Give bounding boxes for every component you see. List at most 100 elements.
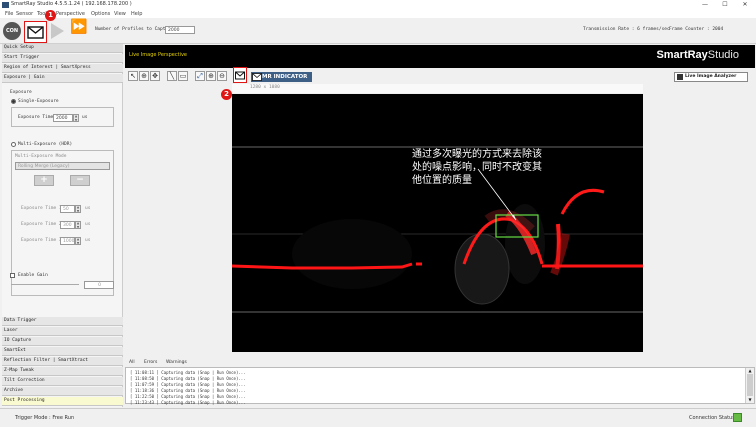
nav-laser[interactable]: Laser [2,327,123,336]
menu-view[interactable]: View [114,11,126,17]
exposure-time-1-unit: us [85,206,91,211]
connect-button[interactable]: CON [3,22,21,40]
menu-tools[interactable]: Tools [37,11,50,17]
view-toolbar: ↖ ⊕ ✥ ╲ ▭ ⤢ ⊕ ⊖ [125,67,755,83]
image-info-strip: 1280 x 1080 [232,84,643,93]
laser-profile-image [232,94,643,352]
menu-perspective[interactable]: Perspective [56,11,85,17]
nav-smartext[interactable]: SmartExt [2,347,123,356]
log-line: [ 11:07:59 ] Capturing data (Snap | Run … [130,382,246,387]
step-badge-1: 1 [45,10,56,21]
single-exposure-radio[interactable] [11,99,16,104]
exposure-time-spinner[interactable]: ▲ ▼ [73,114,79,122]
close-button[interactable]: ✕ [742,1,748,8]
coordinate-readout: 1280 x 1080 [250,85,280,90]
tab-errors[interactable]: Errors [144,360,158,365]
zoom-out-icon[interactable]: ⊖ [217,71,227,81]
exposure-time-1-input[interactable]: 50 [60,205,75,213]
nav-archive[interactable]: Archive [2,387,123,396]
mr-snap-button[interactable] [233,67,247,83]
nav-reflection-filter[interactable]: Reflection Filter | SmartXtract [2,357,123,366]
nav-tilt-correction[interactable]: Tilt Correction [2,377,123,386]
exposure-time-3-unit: us [85,238,91,243]
gain-input[interactable]: 0 [84,281,114,289]
exposure-time-3-input[interactable]: 1000 [60,237,75,245]
menu-options[interactable]: Options [91,11,111,17]
nav-data-trigger[interactable]: Data Trigger [2,317,123,326]
mr-indicator[interactable]: MR INDICATOR [251,72,312,82]
frame-counter: Frame Counter : 2004 [669,27,724,32]
trigger-mode: Trigger Mode : Free Run [15,415,75,421]
status-bar: Trigger Mode : Free Run Connection Statu… [0,408,756,427]
single-exposure-group [11,107,114,127]
menu-file[interactable]: File [5,11,14,17]
multi-exposure-group [11,150,114,296]
maximize-button[interactable]: ☐ [722,1,728,8]
nav-quick-setup[interactable]: Quick Setup [2,44,123,53]
exposure-time-2-input[interactable]: 300 [60,221,75,229]
connection-status-label: Connection Status [689,415,735,421]
nav-start-trigger[interactable]: Start Trigger [2,54,123,63]
nav-zmap-tweak[interactable]: Z-Map Tweak [2,367,123,376]
app-icon [2,2,9,8]
line-tool-icon[interactable]: ╲ [167,71,177,81]
live-image-canvas[interactable] [232,94,643,352]
tab-warnings[interactable]: Warnings [166,360,187,365]
nav-post-processing[interactable]: Post Processing [2,397,123,406]
snap-capture-button[interactable] [24,21,47,43]
gain-slider[interactable] [11,284,79,290]
live-image-analyzer-button[interactable]: Live Image Analyzer [674,72,748,82]
log-tabs: All Errors Warnings [125,359,755,367]
title-bar: SmartRay Studio 4.5.5.1.24 ( 192.168.178… [0,0,756,10]
profiles-input[interactable]: 2000 [165,26,195,34]
exposure-time-1-spinner[interactable]: ▲ ▼ [75,205,81,213]
transmission-rate: Transmission Rate : 6 frames/sec [583,27,670,32]
connection-status-icon [733,413,742,422]
exposure-time-3-label: Exposure Time 3 [21,238,62,243]
rectangle-tool-icon[interactable]: ▭ [178,71,188,81]
tab-all[interactable]: All [129,360,135,365]
multi-mode-select[interactable]: Rolling Merge (Legacy) [15,162,110,170]
log-scrollbar[interactable]: ▲ ▼ [745,368,754,403]
fit-view-icon[interactable]: ⤢ [195,71,205,81]
minimize-button[interactable]: — [702,1,708,8]
multi-exposure-radio[interactable] [11,142,16,147]
exposure-unit: us [82,115,88,120]
menu-help[interactable]: Help [131,11,143,17]
live-image-header: Live Image Perspective SmartRayStudio [125,45,755,68]
nav-region-of-interest[interactable]: Region of Interest | SmartXpress [2,64,123,73]
scroll-thumb[interactable] [747,374,753,396]
zoom-in-icon[interactable]: ⊕ [206,71,216,81]
exposure-time-3-spinner[interactable]: ▲ ▼ [75,237,81,245]
multi-mode-label: Multi-Exposure Mode [15,154,67,159]
brand-logo: SmartRayStudio [656,49,739,61]
scroll-up-icon[interactable]: ▲ [748,368,752,373]
annotation-text: 通过多次曝光的方式来去除该处的噪点影响，同时不改变其他位置的质量 [412,149,542,186]
live-image-title: Live Image Perspective [129,52,188,58]
pointer-icon[interactable]: ↖ [128,71,138,81]
live-image-analyzer-label: Live Image Analyzer [685,74,737,79]
exposure-time-2-spinner[interactable]: ▲ ▼ [75,221,81,229]
step-badge-2: 2 [221,89,232,100]
remove-exposure-button[interactable]: − [70,175,90,186]
log-line: [ 11:08:11 ] Capturing data (Snap | Run … [130,370,246,375]
log-line: [ 11:08:50 ] Capturing data (Snap | Run … [130,376,246,381]
pan-icon[interactable]: ✥ [150,71,160,81]
nav-io-capture[interactable]: IO Capture [2,337,123,346]
fast-forward-icon[interactable]: ⏩ [70,19,88,35]
enable-gain-checkbox[interactable] [10,273,15,278]
log-line: [ 11:22:50 ] Capturing data (Snap | Run … [130,394,246,399]
exposure-time-input[interactable]: 2000 [53,114,73,122]
exposure-time-1-label: Exposure Time 1 [21,206,62,211]
menu-sensor[interactable]: Sensor [16,11,34,17]
envelope-icon [252,73,262,81]
scroll-down-icon[interactable]: ▼ [748,397,752,402]
menu-bar: File Sensor Tools Perspective Options Vi… [0,10,756,18]
add-exposure-button[interactable]: + [34,175,54,186]
envelope-icon [235,71,245,80]
nav-exposure-gain[interactable]: Exposure | Gain [2,74,123,83]
settings-panel: Quick Setup Start Trigger Region of Inte… [2,44,123,407]
play-icon[interactable] [51,23,64,39]
crosshair-icon[interactable]: ⊕ [139,71,149,81]
exposure-time-2-unit: us [85,222,91,227]
